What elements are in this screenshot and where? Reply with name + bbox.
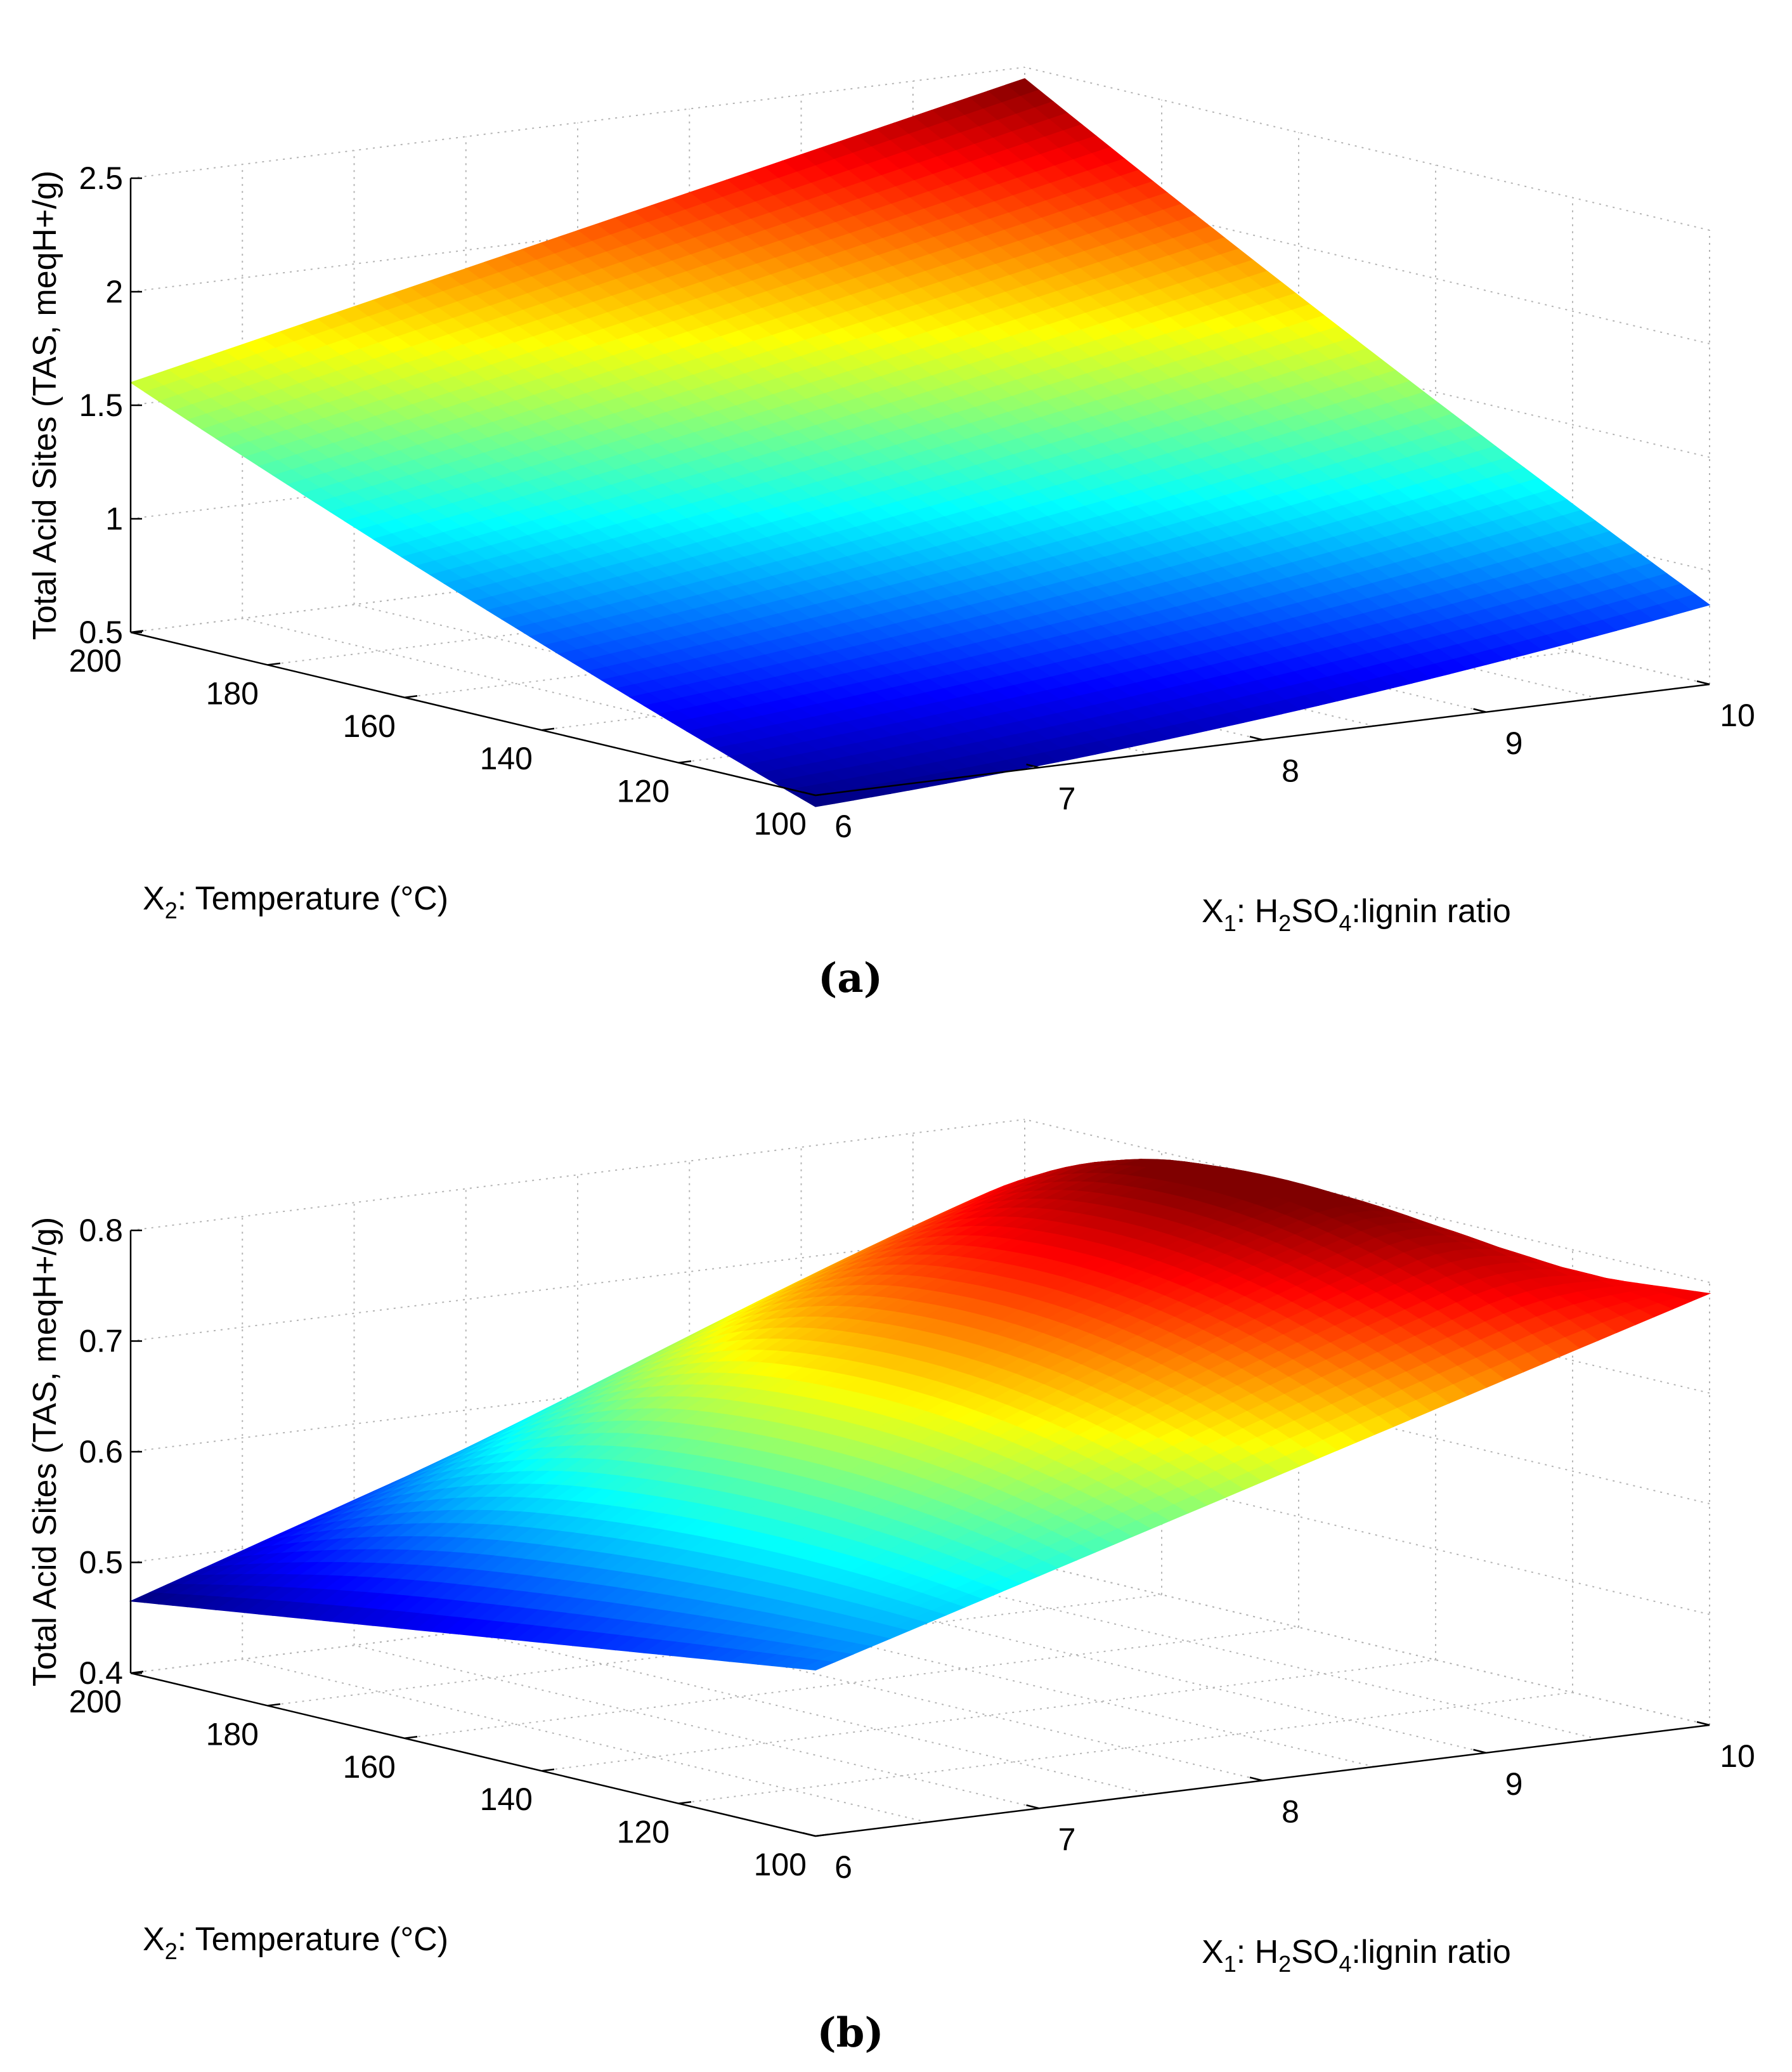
- x2-tick-label: 120: [617, 774, 670, 809]
- x2-tick-label: 200: [69, 643, 122, 679]
- x1-tick-mark: [1473, 708, 1486, 713]
- x1-tick-mark: [1696, 680, 1710, 686]
- x1-tick-label: 8: [1282, 753, 1299, 789]
- x2-tick-mark: [541, 727, 555, 731]
- floor-gridline: [354, 1645, 1039, 1809]
- x1-tick-label: 6: [834, 1849, 852, 1885]
- x1-tick-mark: [1696, 1721, 1710, 1726]
- x1-tick-label: 7: [1058, 781, 1076, 816]
- x1-tick-mark: [1249, 736, 1263, 741]
- z-tick-label: 0.6: [79, 1434, 123, 1469]
- x1-tick-label: 10: [1720, 698, 1755, 733]
- back-wall-gridline: [130, 1119, 1025, 1231]
- x1-tick-mark: [1249, 1776, 1263, 1782]
- floor-gridline: [242, 1658, 928, 1823]
- x1-axis-label: X1: H2SO4:lignin ratio: [1202, 893, 1511, 936]
- x2-tick-label: 140: [480, 741, 533, 776]
- z-tick-label: 1: [105, 501, 123, 537]
- panel-a-chart: 0.511.522.5100120140160180200678910Total…: [27, 67, 1755, 1002]
- floor-gridline: [912, 1575, 1598, 1740]
- x2-tick-mark: [541, 1768, 555, 1772]
- x1-tick-label: 7: [1058, 1821, 1076, 1857]
- x1-tick-mark: [802, 1832, 816, 1837]
- side-wall-gridline: [1024, 67, 1710, 231]
- floor-gridline: [541, 1659, 1436, 1772]
- x2-axis-line: [130, 1672, 816, 1837]
- x2-axis-label: X2: Temperature (°C): [143, 880, 448, 923]
- x2-tick-mark: [267, 662, 281, 666]
- x2-tick-label: 140: [480, 1782, 533, 1817]
- x2-tick-mark: [678, 1801, 692, 1804]
- z-axis-label: Total Acid Sites (TAS, meqH+/g): [27, 171, 63, 640]
- side-wall-gridline: [1024, 1561, 1710, 1726]
- x1-tick-label: 9: [1505, 726, 1523, 761]
- x2-tick-mark: [678, 760, 692, 764]
- x2-tick-mark: [404, 695, 418, 699]
- x1-axis-label: X1: H2SO4:lignin ratio: [1202, 1934, 1511, 1977]
- z-axis-label: Total Acid Sites (TAS, meqH+/g): [27, 1217, 63, 1686]
- x2-tick-label: 180: [206, 675, 259, 711]
- floor-gridline: [354, 604, 1039, 769]
- x2-axis-label: X2: Temperature (°C): [143, 1921, 448, 1964]
- z-tick-label: 1.5: [79, 388, 123, 423]
- x1-tick-label: 9: [1505, 1766, 1523, 1802]
- z-tick-label: 0.7: [79, 1324, 123, 1359]
- surface: [129, 78, 1711, 807]
- surface: [129, 1159, 1711, 1671]
- x1-tick-mark: [1026, 1804, 1039, 1809]
- x2-tick-mark: [267, 1703, 281, 1707]
- x2-tick-label: 100: [754, 1847, 807, 1882]
- panel-b-chart: 0.40.50.60.70.8100120140160180200678910T…: [27, 1119, 1755, 2057]
- x2-tick-mark: [404, 1736, 418, 1740]
- x2-tick-label: 160: [343, 1749, 396, 1785]
- x1-tick-label: 10: [1720, 1738, 1755, 1774]
- x1-tick-mark: [1473, 1749, 1486, 1754]
- x2-tick-label: 120: [617, 1815, 670, 1850]
- panel-label: (b): [817, 2009, 883, 2057]
- z-tick-label: 0.5: [79, 1545, 123, 1580]
- x1-tick-label: 8: [1282, 1794, 1299, 1830]
- z-tick-label: 0.8: [79, 1213, 123, 1248]
- x2-tick-label: 160: [343, 708, 396, 744]
- floor-gridline: [242, 618, 928, 783]
- z-tick-label: 2: [105, 274, 123, 309]
- panel-label: (a): [818, 955, 883, 1002]
- x2-tick-mark: [815, 1834, 829, 1837]
- z-tick-label: 2.5: [79, 160, 123, 196]
- x2-tick-label: 100: [754, 806, 807, 842]
- x2-tick-label: 200: [69, 1684, 122, 1719]
- x2-tick-label: 180: [206, 1716, 259, 1752]
- x1-tick-label: 6: [834, 809, 852, 844]
